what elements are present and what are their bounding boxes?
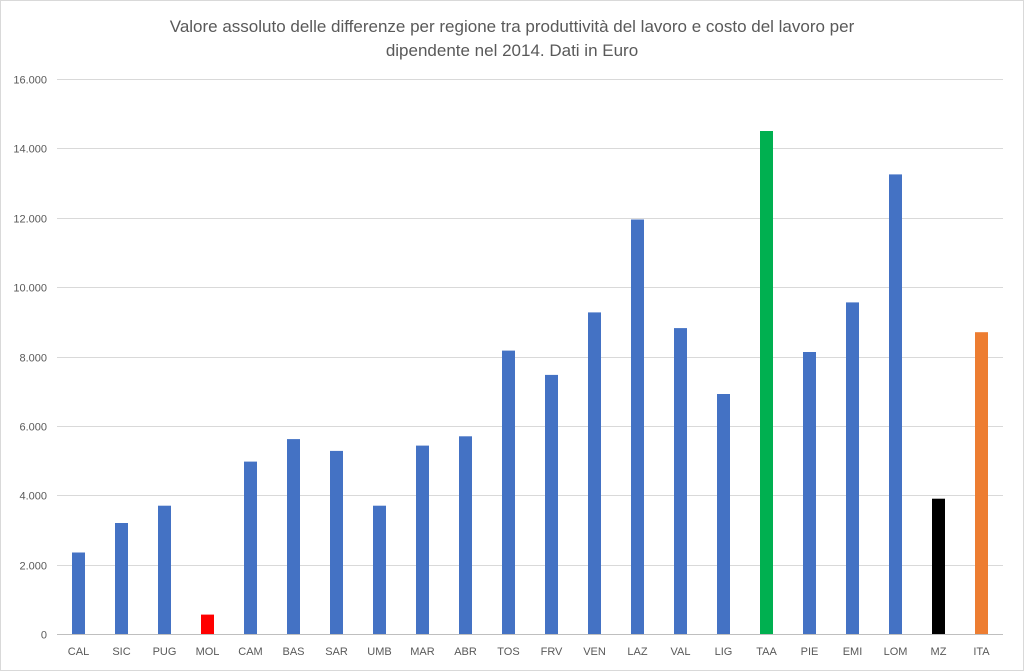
x-tick-label: MOL — [196, 646, 220, 658]
bar-pug — [158, 505, 171, 634]
bar-lig — [717, 394, 730, 634]
y-axis-tick-labels: 0 2.000 4.000 6.000 8.000 10.000 12.000 14.000 1… — [13, 75, 47, 642]
gridlines — [57, 79, 1003, 635]
bar-lom — [889, 174, 902, 634]
x-tick-label: CAL — [68, 646, 89, 658]
bar-sic — [115, 523, 128, 634]
bar-sar — [330, 450, 343, 634]
bar-tos — [502, 350, 515, 634]
x-tick-label: TOS — [497, 646, 519, 658]
x-tick-label: LAZ — [627, 646, 647, 658]
chart-title-line-2: dipendente nel 2014. Dati in Euro — [385, 41, 639, 60]
bar-mar — [416, 445, 429, 634]
bar-pie — [803, 352, 816, 634]
bar-bas — [287, 439, 300, 634]
bar-umb — [373, 505, 386, 634]
x-axis-tick-labels: CAL SIC PUG MOL CAM BAS SAR UMB MAR ABR TOS FRV VEN L… — [68, 646, 991, 658]
bar-laz — [631, 219, 644, 634]
x-tick-label: ITA — [973, 646, 990, 658]
x-tick-label: LOM — [884, 646, 908, 658]
x-tick-label: PIE — [801, 646, 819, 658]
y-tick-label: 0 — [41, 630, 47, 642]
x-tick-label: LIG — [715, 646, 733, 658]
chart-title: Valore assoluto delle differenze per reg… — [1, 15, 1023, 63]
y-tick-label: 2.000 — [19, 561, 47, 573]
x-tick-label: EMI — [843, 646, 863, 658]
y-tick-label: 6.000 — [19, 422, 47, 434]
x-tick-label: MZ — [931, 646, 947, 658]
bar-val — [674, 328, 687, 634]
x-tick-label: VEN — [583, 646, 606, 658]
x-tick-label: SAR — [325, 646, 348, 658]
bar-emi — [846, 302, 859, 634]
bar-mol — [201, 614, 214, 634]
x-tick-label: UMB — [367, 646, 391, 658]
x-tick-label: PUG — [153, 646, 177, 658]
bar-mz — [932, 498, 945, 634]
x-tick-label: BAS — [282, 646, 304, 658]
y-tick-label: 14.000 — [13, 144, 47, 156]
bar-taa — [760, 131, 773, 634]
bar-cal — [72, 552, 85, 634]
x-tick-label: TAA — [756, 646, 777, 658]
bar-ven — [588, 312, 601, 634]
y-tick-label: 12.000 — [13, 214, 47, 226]
bar-ita — [975, 332, 988, 634]
x-tick-label: VAL — [671, 646, 691, 658]
x-tick-label: MAR — [410, 646, 435, 658]
x-tick-label: FRV — [541, 646, 563, 658]
y-tick-label: 10.000 — [13, 283, 47, 295]
y-tick-label: 4.000 — [19, 491, 47, 503]
bar-frv — [545, 374, 558, 634]
bars — [72, 131, 988, 634]
y-tick-label: 16.000 — [13, 75, 47, 87]
bar-cam — [244, 461, 257, 634]
x-tick-label: ABR — [454, 646, 477, 658]
x-tick-label: SIC — [112, 646, 130, 658]
x-tick-label: CAM — [238, 646, 262, 658]
bar-abr — [459, 436, 472, 634]
chart-title-line-1: Valore assoluto delle differenze per reg… — [169, 17, 855, 36]
y-tick-label: 8.000 — [19, 353, 47, 365]
